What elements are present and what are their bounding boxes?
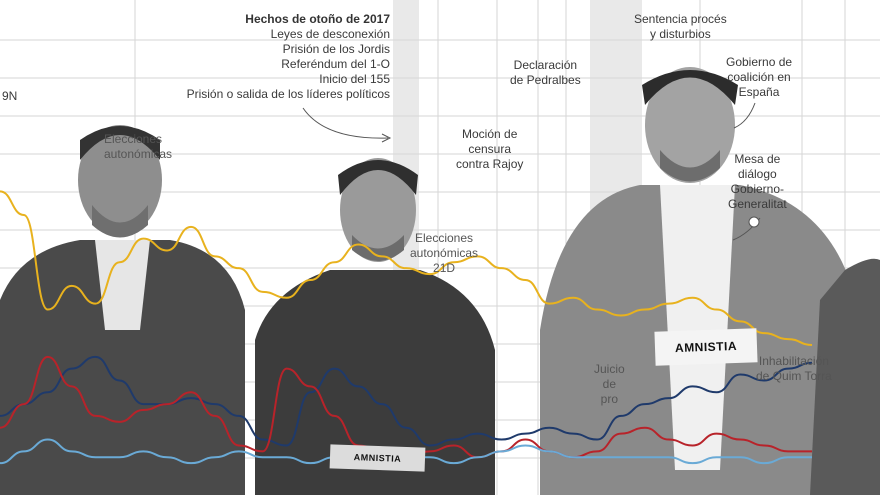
arrow-autumn-head bbox=[381, 133, 392, 143]
label-pedralbes-line-2: de Pedralbes bbox=[510, 73, 581, 87]
label-9n: 9N bbox=[2, 89, 18, 103]
label-coalicion-line-2: coalición en bbox=[727, 70, 791, 84]
label-elecciones-line-1: Elecciones bbox=[104, 132, 163, 146]
label-mesa-line-3: Gobierno- bbox=[730, 182, 785, 196]
label-mesa-line-1: Mesa de bbox=[734, 152, 781, 166]
label-pedralbes: Declaración de Pedralbes bbox=[510, 58, 581, 88]
label-mesa-line-2: diálogo bbox=[738, 167, 777, 181]
amnistia-sign-right: AMNISTIA bbox=[654, 328, 758, 366]
label-elecciones-21d: Elecciones autonómicas 21D bbox=[410, 231, 478, 276]
label-juicio-line-2: de bbox=[602, 377, 617, 391]
label-juicio: Juicio de pro bbox=[594, 362, 625, 407]
photo-person-left bbox=[0, 125, 245, 495]
label-mocion-line-1: Moción de bbox=[462, 127, 518, 141]
label-21d-line-2: autonómicas bbox=[410, 246, 479, 260]
label-juicio-line-3: pro bbox=[600, 392, 619, 406]
label-sentencia: Sentencia procés y disturbios bbox=[634, 12, 727, 42]
label-coalicion-line-3: España bbox=[738, 85, 780, 99]
series-line-blue bbox=[0, 355, 813, 447]
label-autumn-title: Hechos de otoño de 2017 bbox=[245, 12, 390, 26]
label-mocion-censura: Moción de censura contra Rajoy bbox=[456, 127, 523, 172]
label-mocion-line-3: contra Rajoy bbox=[456, 157, 524, 171]
label-autumn-line-1: Leyes de desconexión bbox=[270, 27, 390, 41]
label-autumn-line-4: Inicio del 155 bbox=[319, 72, 390, 86]
label-juicio-line-1: Juicio bbox=[594, 362, 625, 376]
label-sentencia-line-2: y disturbios bbox=[650, 27, 711, 41]
event-marker-mesa bbox=[748, 216, 760, 228]
label-21d-line-1: Elecciones bbox=[415, 231, 474, 245]
label-autumn-line-2: Prisión de los Jordis bbox=[282, 42, 390, 56]
label-mesa-line-4: Generalitat bbox=[728, 197, 787, 211]
label-mocion-line-2: censura bbox=[468, 142, 512, 156]
arrow-autumn bbox=[302, 107, 389, 139]
label-inhabilitacion: Inhabilitación de Quim Torra bbox=[756, 354, 832, 384]
label-autumn-2017: Hechos de otoño de 2017 Leyes de descone… bbox=[187, 12, 390, 102]
label-sentencia-line-1: Sentencia procés bbox=[634, 12, 727, 26]
label-coalicion-line-1: Gobierno de bbox=[726, 55, 793, 69]
series-line-yellow bbox=[0, 190, 813, 346]
label-21d-line-3: 21D bbox=[433, 261, 456, 275]
label-elecciones-autonomicas: Elecciones autonómicas bbox=[104, 132, 172, 162]
label-inhabilitacion-line-2: de Quim Torra bbox=[756, 369, 832, 383]
label-autumn-line-5: Prisión o salida de los líderes político… bbox=[186, 87, 390, 101]
label-autumn-line-3: Referéndum del 1-O bbox=[281, 57, 390, 71]
label-mesa-dialogo: Mesa de diálogo Gobierno- Generalitat bbox=[728, 152, 787, 212]
photo-person-center bbox=[255, 158, 495, 495]
amnistia-sign-left: AMNISTIA bbox=[329, 444, 426, 472]
label-pedralbes-line-1: Declaración bbox=[513, 58, 578, 72]
label-elecciones-line-2: autonómicas bbox=[104, 147, 173, 161]
label-gobierno-coalicion: Gobierno de coalición en España bbox=[726, 55, 792, 100]
label-inhabilitacion-line-1: Inhabilitación bbox=[758, 354, 829, 368]
arrow-coalicion bbox=[733, 102, 756, 129]
